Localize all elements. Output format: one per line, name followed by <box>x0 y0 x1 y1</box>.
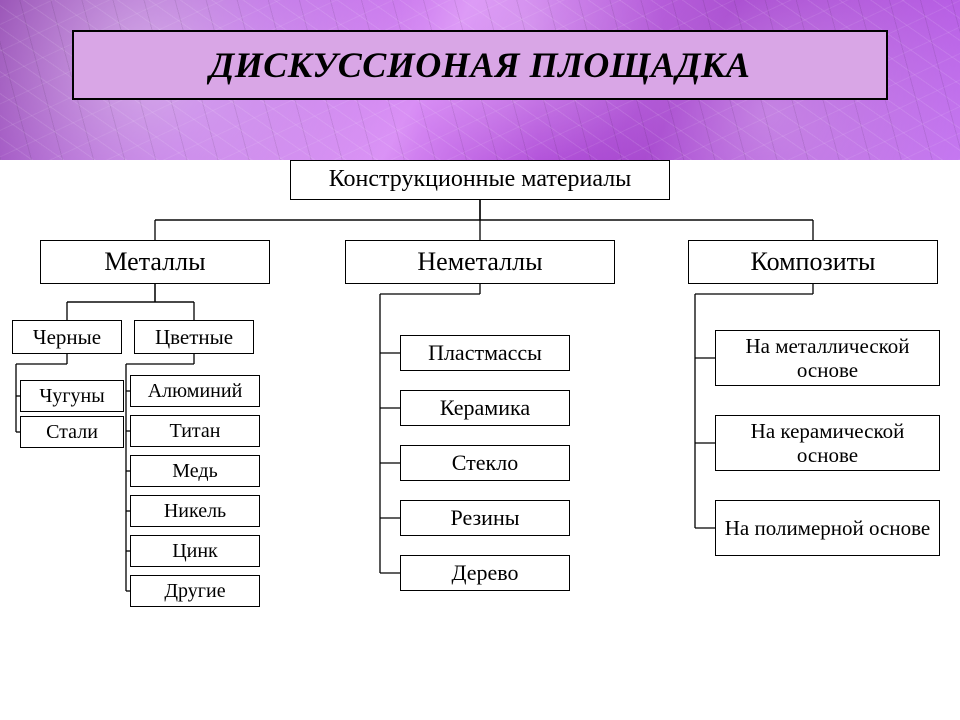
node-plast: Пластмассы <box>400 335 570 371</box>
node-root: Конструкционные материалы <box>290 160 670 200</box>
node-other: Другие <box>130 575 260 607</box>
node-ti: Титан <box>130 415 260 447</box>
node-wood: Дерево <box>400 555 570 591</box>
page-title: ДИСКУССИОНАЯ ПЛОЩАДКА <box>210 44 751 86</box>
page: ДИСКУССИОНАЯ ПЛОЩАДКА Конструкционные ма… <box>0 0 960 720</box>
node-comp_c: На керамической основе <box>715 415 940 471</box>
materials-tree-diagram: Конструкционные материалы Металлы Неметалл… <box>0 160 960 720</box>
node-metals: Металлы <box>40 240 270 284</box>
node-cu: Медь <box>130 455 260 487</box>
node-ni: Никель <box>130 495 260 527</box>
node-stali: Стали <box>20 416 124 448</box>
node-composites: Композиты <box>688 240 938 284</box>
node-rubber: Резины <box>400 500 570 536</box>
node-glass: Стекло <box>400 445 570 481</box>
node-comp_p: На полимерной основе <box>715 500 940 556</box>
node-al: Алюминий <box>130 375 260 407</box>
node-ceram: Керамика <box>400 390 570 426</box>
node-color: Цветные <box>134 320 254 354</box>
node-black: Черные <box>12 320 122 354</box>
title-box: ДИСКУССИОНАЯ ПЛОЩАДКА <box>72 30 888 100</box>
node-comp_m: На металлической основе <box>715 330 940 386</box>
node-chugun: Чугуны <box>20 380 124 412</box>
node-nonmetals: Неметаллы <box>345 240 615 284</box>
node-zn: Цинк <box>130 535 260 567</box>
